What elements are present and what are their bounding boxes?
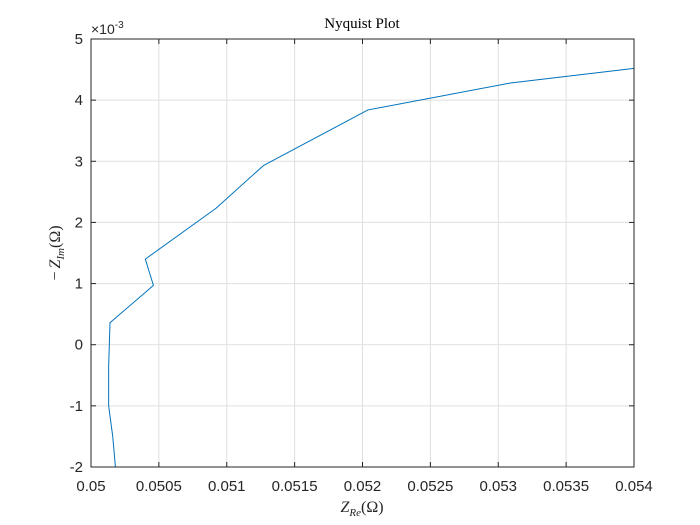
series-line [108,67,635,468]
y-tick-label: 4 [75,92,83,109]
x-tick-label: 0.0535 [543,478,589,495]
x-tick-label: 0.0515 [272,478,318,495]
x-tick-label: 0.05 [76,478,105,495]
chart-title: Nyquist Plot [324,16,400,32]
y-tick-label: -2 [70,459,83,476]
series-group [108,67,635,468]
x-tick-label: 0.054 [615,478,653,495]
y-tick-labels: -2 -1 0 1 2 3 4 5 [70,31,83,476]
x-tick-label: 0.053 [479,478,517,495]
x-axis-label: ZRe(Ω) [340,499,383,519]
y-tick-label: 3 [75,153,83,170]
y-tick-label: -1 [70,398,83,415]
y-tick-label: 2 [75,214,83,231]
x-tick-label: 0.052 [344,478,382,495]
y-axis-label: −ZIm(Ω) [47,225,67,280]
x-tick-labels: 0.05 0.0505 0.051 0.0515 0.052 0.0525 0.053 0.0… [76,478,652,495]
y-tick-label: 5 [75,31,83,48]
y-tick-label: 0 [75,337,83,354]
y-tick-label: 1 [75,276,83,293]
x-tick-label: 0.0525 [407,478,453,495]
y-exponent-label: ×10-3 [91,20,124,37]
x-tick-label: 0.0505 [136,478,182,495]
x-tick-label: 0.051 [208,478,246,495]
tick-marks [90,38,635,468]
